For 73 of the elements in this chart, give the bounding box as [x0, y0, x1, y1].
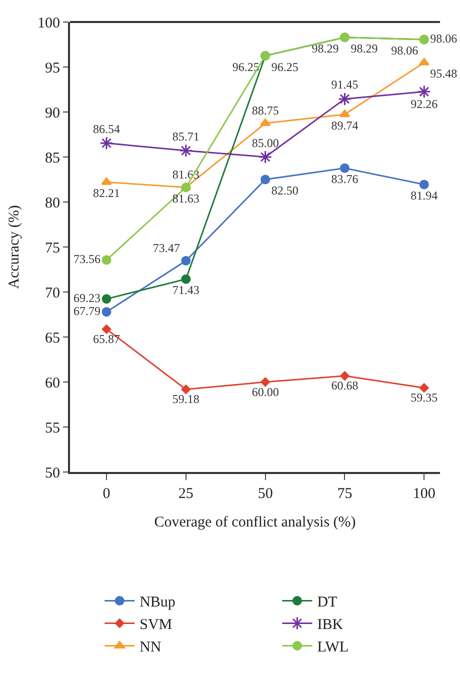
- y-tick-label: 55: [45, 420, 60, 436]
- y-tick-label: 70: [45, 285, 60, 302]
- point: [258, 150, 272, 164]
- data-label: 60.00: [252, 384, 279, 399]
- y-tick-label: 100: [38, 15, 60, 32]
- point: [260, 174, 270, 184]
- data-label: 98.06: [430, 31, 458, 46]
- point: [179, 144, 193, 158]
- point: [101, 177, 112, 185]
- data-label: 91.45: [331, 78, 358, 92]
- point: [340, 163, 350, 173]
- data-label: 82.50: [271, 184, 298, 198]
- data-label: 69.23: [74, 290, 101, 305]
- point: [338, 92, 352, 106]
- legend-label: NN: [140, 640, 162, 656]
- data-label: 59.18: [172, 392, 200, 406]
- data-label: 95.48: [430, 66, 458, 81]
- point: [418, 58, 430, 66]
- data-label: 65.87: [93, 332, 120, 346]
- data-label: 85.00: [252, 136, 279, 150]
- data-label: 98.29: [312, 41, 339, 56]
- x-tick-label: 50: [258, 486, 273, 502]
- point: [181, 384, 191, 394]
- x-axis-title: Coverage of conflict analysis (%): [154, 514, 356, 530]
- data-label: 71.43: [172, 283, 200, 298]
- point: [100, 136, 114, 150]
- point: [102, 324, 112, 334]
- data-label: 82.21: [93, 186, 120, 200]
- legend-label: SVM: [140, 617, 172, 634]
- data-label: 73.56: [74, 252, 101, 266]
- data-label: 67.79: [74, 304, 101, 318]
- data-label: 83.76: [331, 172, 358, 186]
- x-tick-label: 25: [178, 486, 194, 502]
- y-tick-label: 95: [45, 60, 60, 76]
- legend-label: NBup: [140, 594, 176, 611]
- y-axis-title: Accuracy (%): [6, 205, 22, 289]
- y-tick-label: 80: [45, 195, 60, 212]
- legend-label: DT: [317, 594, 338, 611]
- x-tick-label: 75: [337, 486, 352, 502]
- y-tick-label: 75: [45, 240, 60, 256]
- data-label: 92.26: [410, 96, 438, 111]
- y-tick-label: 85: [45, 150, 60, 166]
- y-tick-label: 90: [45, 105, 60, 122]
- data-label: 85.71: [172, 129, 200, 144]
- legend-label: LWL: [317, 640, 349, 656]
- legend-label: IBK: [317, 617, 344, 634]
- data-label: 89.74: [331, 118, 358, 132]
- data-label: 96.25: [232, 60, 260, 74]
- point: [417, 84, 431, 98]
- point: [419, 383, 429, 392]
- data-label: 86.54: [93, 122, 120, 136]
- data-label: 88.75: [252, 103, 279, 118]
- data-label: 96.25: [271, 60, 298, 74]
- data-label: 81.94: [410, 188, 438, 203]
- y-tick-label: 60: [45, 375, 60, 392]
- point: [102, 307, 112, 317]
- point: [181, 274, 191, 284]
- y-tick-label: 65: [45, 330, 60, 346]
- x-tick-label: 0: [102, 486, 110, 502]
- y-tick-label: 50: [45, 465, 60, 482]
- data-label: 98.06: [391, 43, 418, 58]
- data-label: 98.29: [350, 41, 378, 56]
- point: [340, 371, 350, 381]
- data-label: 60.68: [331, 378, 358, 393]
- data-label: 73.47: [152, 240, 180, 255]
- point: [181, 256, 191, 266]
- x-tick-label: 100: [412, 486, 436, 502]
- point: [260, 377, 270, 387]
- data-label: 81.63: [172, 191, 200, 206]
- data-label: 59.35: [410, 390, 438, 405]
- point: [102, 255, 112, 265]
- point: [102, 294, 112, 304]
- point: [419, 180, 429, 190]
